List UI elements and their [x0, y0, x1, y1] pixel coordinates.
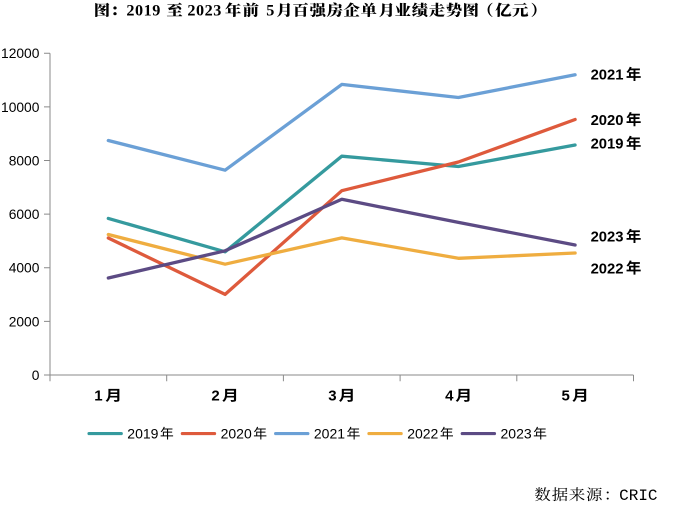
svg-text:12000: 12000 — [1, 46, 40, 61]
svg-text:CRIC: CRIC — [619, 487, 657, 505]
svg-text:5: 5 — [266, 2, 274, 20]
svg-text:10000: 10000 — [1, 100, 40, 115]
svg-text:8000: 8000 — [9, 153, 40, 168]
svg-text:1: 1 — [94, 388, 102, 405]
svg-text:2020: 2020 — [591, 113, 624, 129]
svg-text:2000: 2000 — [9, 314, 40, 329]
svg-text:2023: 2023 — [501, 425, 532, 441]
svg-text:2021: 2021 — [591, 68, 624, 84]
svg-text:2: 2 — [211, 388, 219, 405]
svg-text:2019: 2019 — [126, 2, 161, 20]
svg-text:4: 4 — [445, 388, 454, 405]
svg-text:2022: 2022 — [407, 425, 438, 441]
svg-text:0: 0 — [32, 368, 40, 383]
svg-text:2023: 2023 — [591, 230, 624, 246]
svg-text:4000: 4000 — [9, 261, 40, 276]
svg-text:5: 5 — [562, 388, 570, 405]
svg-text:2020: 2020 — [221, 425, 252, 441]
svg-text:2019: 2019 — [127, 425, 158, 441]
svg-text:3: 3 — [328, 388, 336, 405]
svg-text:2021: 2021 — [314, 425, 345, 441]
svg-text:2023: 2023 — [187, 2, 222, 20]
svg-text:2019: 2019 — [591, 137, 624, 153]
svg-text:2022: 2022 — [591, 261, 624, 277]
svg-text:6000: 6000 — [9, 207, 40, 222]
